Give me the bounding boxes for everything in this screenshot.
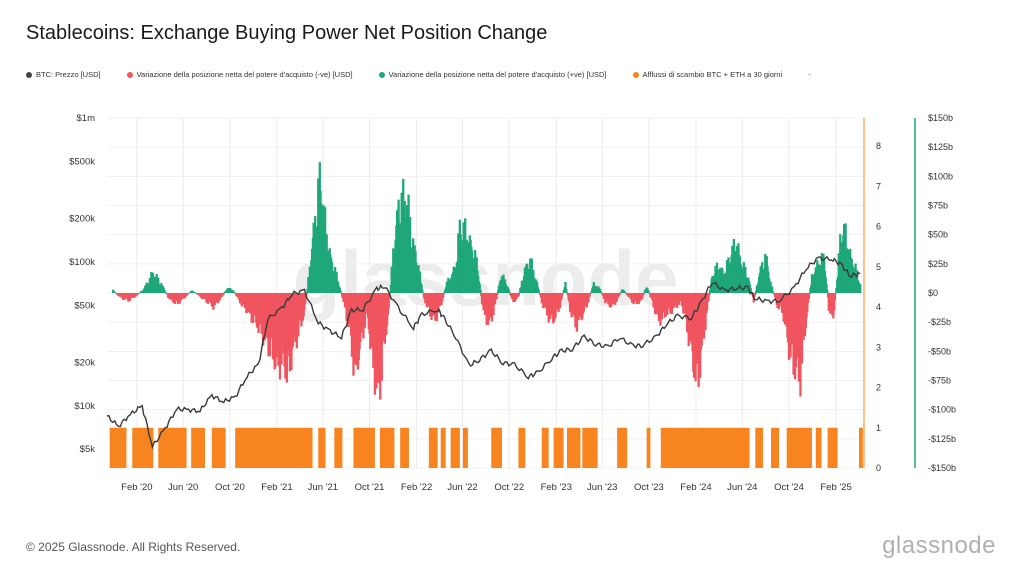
inflow-bar xyxy=(109,427,127,468)
x-tick-label: Jun '22 xyxy=(447,482,477,493)
negative-change-series xyxy=(115,293,837,400)
x-tick-label: Oct '23 xyxy=(634,482,664,493)
y-mid-tick-label: 5 xyxy=(876,262,881,272)
y-left-tick-label: $50k xyxy=(74,300,95,311)
legend-item-btc-price[interactable]: BTC: Prezzo [USD] xyxy=(26,70,101,79)
legend-dot-exchange-inflows xyxy=(632,71,639,78)
y-right-tick-label: $150b xyxy=(928,113,953,123)
y-mid-tick-label: 8 xyxy=(876,141,881,151)
legend-item-negative-change[interactable]: Variazione della posizione netta del pot… xyxy=(126,70,353,79)
inflow-bar xyxy=(553,427,564,468)
y-left-tick-label: $20k xyxy=(74,358,95,369)
x-tick-label: Feb '24 xyxy=(680,482,711,493)
y-right-tick-label: $50b xyxy=(928,230,948,240)
x-tick-label: Jun '21 xyxy=(308,482,338,493)
inflow-bar xyxy=(353,427,375,468)
y-mid-tick-label: 3 xyxy=(876,342,881,352)
y-right-tick-label: $100b xyxy=(928,171,953,181)
legend-extra-dash: - xyxy=(808,70,811,79)
legend-label-positive-change: Variazione della posizione netta del pot… xyxy=(388,70,607,79)
x-tick-label: Jun '20 xyxy=(168,482,198,493)
inflow-bar xyxy=(541,427,549,468)
legend-item-exchange-inflows[interactable]: Afflussi di scambio BTC + ETH a 30 giorn… xyxy=(632,70,783,79)
legend-dot-negative-change xyxy=(126,71,133,78)
y-mid-tick-label: 2 xyxy=(876,383,881,393)
inflow-bar xyxy=(440,427,446,468)
inflow-bar xyxy=(815,427,822,468)
x-tick-label: Jun '23 xyxy=(587,482,617,493)
x-tick-label: Feb '21 xyxy=(261,482,292,493)
x-tick-label: Feb '23 xyxy=(541,482,572,493)
y-right-tick-label: -$25b xyxy=(928,317,951,327)
y-mid-tick-label: 4 xyxy=(876,302,881,312)
y-right-tick-label: -$100b xyxy=(928,405,956,415)
inflow-bar xyxy=(617,427,628,468)
y-mid-tick-label: 7 xyxy=(876,181,881,191)
btc-price-line xyxy=(106,255,861,450)
y-right-tick-label: $75b xyxy=(928,201,948,211)
inflow-bar xyxy=(235,427,313,468)
copyright-text: © 2025 Glassnode. All Rights Reserved. xyxy=(26,540,241,554)
inflow-bar xyxy=(379,427,395,468)
inflow-bar xyxy=(211,427,226,468)
inflow-bar xyxy=(450,427,460,468)
inflow-bar xyxy=(491,427,502,468)
inflow-bar xyxy=(771,427,780,468)
inflow-bar xyxy=(518,427,526,468)
y-left-tick-label: $10k xyxy=(74,401,95,412)
y-right-tick-label: -$125b xyxy=(928,434,956,444)
brand-logo-text: glassnode xyxy=(882,532,996,559)
x-tick-label: Feb '25 xyxy=(820,482,851,493)
inflow-bar xyxy=(859,427,863,468)
inflow-bar xyxy=(334,427,343,468)
legend-item-positive-change[interactable]: Variazione della posizione netta del pot… xyxy=(378,70,607,79)
inflow-bar xyxy=(786,427,812,468)
legend-dot-btc-price xyxy=(26,71,32,78)
chart-legend: BTC: Prezzo [USD] Variazione della posiz… xyxy=(26,70,811,79)
inflow-bar xyxy=(158,427,187,468)
y-right-tick-label: -$150b xyxy=(928,463,956,473)
positive-change-series xyxy=(111,162,862,293)
y-right-tick-label: $25b xyxy=(928,259,948,269)
y-left-tick-label: $200k xyxy=(69,214,95,225)
inflow-bar xyxy=(191,427,205,468)
x-tick-label: Feb '20 xyxy=(121,482,152,493)
inflow-bar xyxy=(428,427,438,468)
inflow-bar xyxy=(132,427,154,468)
inflow-bar xyxy=(318,427,326,468)
y-right-tick-label: $0 xyxy=(928,288,938,298)
inflow-bar xyxy=(827,427,838,468)
y-right-tick-label: -$75b xyxy=(928,376,951,386)
x-tick-label: Jun '24 xyxy=(727,482,757,493)
chart-title: Stablecoins: Exchange Buying Power Net P… xyxy=(26,22,548,44)
y-right-tick-label: $125b xyxy=(928,142,953,152)
inflow-bar xyxy=(755,427,763,468)
y-mid-tick-label: 6 xyxy=(876,222,881,232)
x-tick-label: Oct '20 xyxy=(215,482,245,493)
legend-label-negative-change: Variazione della posizione netta del pot… xyxy=(136,70,353,79)
x-tick-label: Feb '22 xyxy=(401,482,432,493)
inflow-bar xyxy=(400,427,409,468)
y-mid-tick-label: 0 xyxy=(876,463,881,473)
legend-dot-positive-change xyxy=(378,71,385,78)
legend-label-btc-price: BTC: Prezzo [USD] xyxy=(36,70,101,79)
inflow-bar xyxy=(582,427,598,468)
x-tick-label: Oct '22 xyxy=(494,482,524,493)
y-right-tick-label: -$50b xyxy=(928,346,951,356)
inflow-bar xyxy=(567,427,581,468)
legend-label-exchange-inflows: Afflussi di scambio BTC + ETH a 30 giorn… xyxy=(642,70,783,79)
y-left-tick-label: $5k xyxy=(80,444,96,455)
inflow-bar xyxy=(646,427,651,468)
inflow-bar xyxy=(462,427,468,468)
x-tick-label: Oct '24 xyxy=(774,482,804,493)
x-tick-label: Oct '21 xyxy=(355,482,385,493)
y-left-tick-label: $500k xyxy=(69,156,95,167)
y-left-tick-label: $1m xyxy=(77,113,96,124)
y-left-tick-label: $100k xyxy=(69,257,95,268)
inflow-bar xyxy=(660,427,750,468)
y-mid-tick-label: 1 xyxy=(876,423,881,433)
